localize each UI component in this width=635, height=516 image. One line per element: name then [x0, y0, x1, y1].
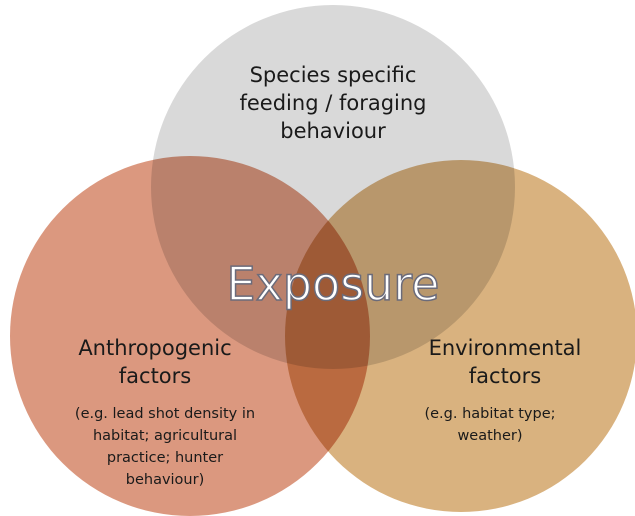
circle-title: Environmental: [429, 336, 582, 360]
circle-title: factors: [119, 364, 191, 388]
center-label: Exposure: [227, 257, 440, 311]
circle-detail: practice; hunter: [107, 450, 223, 466]
circle-detail: behaviour): [126, 472, 205, 488]
circle-left: [10, 156, 370, 516]
circle-title: feeding / foraging: [239, 91, 426, 115]
circle-right: [285, 160, 635, 512]
circle-detail: (e.g. habitat type;: [424, 406, 555, 422]
circle-detail: habitat; agricultural: [93, 428, 237, 444]
circle-detail: (e.g. lead shot density in: [75, 406, 255, 422]
circles: [10, 5, 635, 516]
circle-title: Anthropogenic: [78, 336, 231, 360]
circle-detail: weather): [457, 428, 522, 444]
circle-title: factors: [469, 364, 541, 388]
circle-title: behaviour: [280, 119, 386, 143]
labels: Species specific feeding / foraging behavi…: [75, 63, 581, 488]
circle-title: Species specific: [250, 63, 417, 87]
